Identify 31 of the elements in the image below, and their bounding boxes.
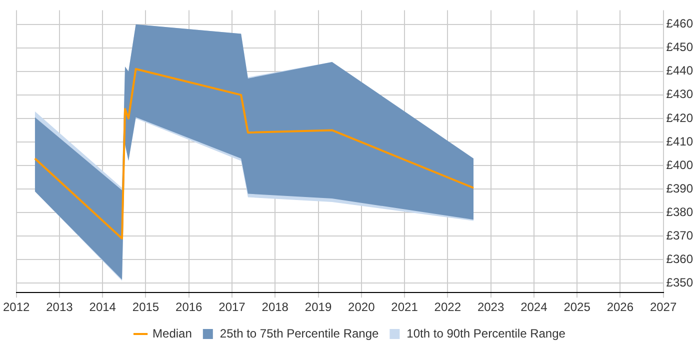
x-tick-label: 2020 xyxy=(348,300,376,314)
y-tick-label: £370 xyxy=(666,228,694,242)
y-tick-label: £410 xyxy=(666,134,694,148)
legend-label: 10th to 90th Percentile Range xyxy=(406,326,566,340)
legend-label: Median xyxy=(152,326,192,340)
y-tick-label: £390 xyxy=(666,181,694,196)
x-tick-label: 2015 xyxy=(132,300,160,314)
x-tick-label: 2026 xyxy=(606,300,634,314)
y-tick-label: £380 xyxy=(666,204,694,219)
legend-label: 25th to 75th Percentile Range xyxy=(220,326,380,340)
x-tick-label: 2027 xyxy=(650,300,677,314)
x-tick-label: 2024 xyxy=(520,300,548,314)
x-tick-label: 2021 xyxy=(391,300,418,314)
x-tick-label: 2023 xyxy=(477,300,504,314)
x-tick-label: 2017 xyxy=(218,300,246,314)
x-tick-label: 2022 xyxy=(434,300,462,314)
x-tick-label: 2014 xyxy=(89,300,116,314)
y-tick-label: £360 xyxy=(666,252,694,266)
x-tick-label: 2016 xyxy=(176,300,203,314)
x-tick-label: 2019 xyxy=(304,300,332,314)
y-tick-label: £420 xyxy=(666,110,694,125)
y-tick-label: £350 xyxy=(666,276,694,290)
x-tick-label: 2025 xyxy=(564,300,591,314)
y-tick-label: £460 xyxy=(666,16,694,31)
y-tick-label: £400 xyxy=(666,158,694,172)
y-tick-label: £450 xyxy=(666,40,694,54)
y-tick-label: £440 xyxy=(666,64,694,78)
x-tick-label: 2012 xyxy=(2,300,30,314)
x-tick-label: 2018 xyxy=(262,300,289,314)
y-tick-label: £430 xyxy=(666,87,694,102)
x-tick-label: 2013 xyxy=(46,300,74,314)
